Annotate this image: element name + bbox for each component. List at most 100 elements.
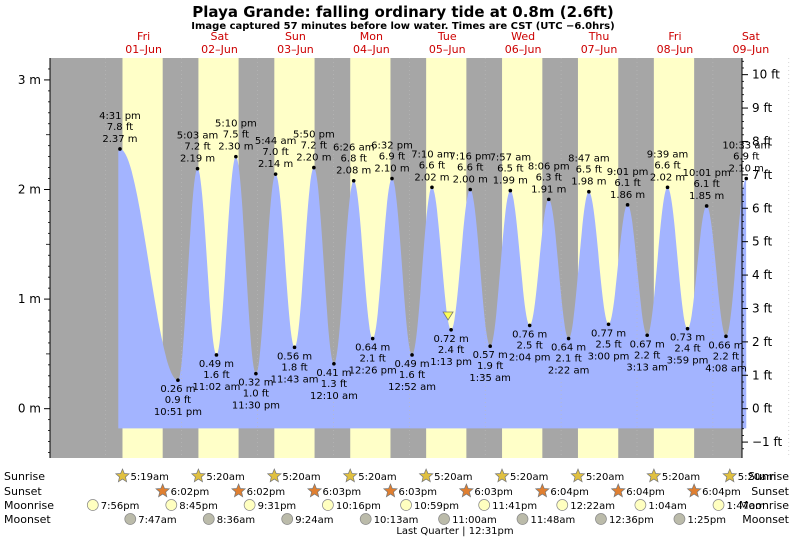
moonset-disc-icon: [673, 513, 686, 525]
low-tide-time: 3:13 am: [626, 362, 668, 373]
feet-tick-label: 4 ft: [752, 268, 772, 282]
feet-tick-label: 0 ft: [752, 402, 772, 416]
low-tide-time: 12:10 am: [310, 391, 358, 402]
low-tide-point: [645, 333, 649, 338]
moonrise-disc-icon: [634, 499, 647, 511]
sunrise-time: 5:20am: [434, 472, 472, 483]
low-tide-time: 12:26 pm: [349, 366, 397, 377]
feet-tick-label: 1 ft: [752, 368, 772, 382]
sunset-time: 6:04pm: [550, 487, 589, 498]
moon-phase-label: Last Quarter | 12:31pm: [396, 526, 513, 537]
sunrise-row-label-left: Sunrise: [4, 470, 45, 483]
sunset-row-label-right: Sunset: [751, 485, 789, 498]
high-tide-feet: 6.1 ft: [614, 178, 640, 189]
high-tide-feet: 6.1 ft: [693, 179, 719, 190]
high-tide-feet: 6.5 ft: [576, 165, 602, 176]
meter-tick-label: 2 m: [18, 183, 41, 197]
moonset-disc-icon: [124, 513, 137, 525]
moonrise-row-label-right: Moonrise: [739, 499, 789, 512]
low-tide-meters: 0.64 m: [355, 343, 390, 354]
high-tide-meters: 1.91 m: [531, 184, 566, 195]
low-tide-time: 2:04 pm: [509, 352, 551, 363]
low-tide-feet: 1.0 ft: [243, 389, 269, 400]
feet-tick-label: 6 ft: [752, 201, 772, 215]
day-name: Tue: [437, 30, 457, 43]
high-tide-time: 5:50 pm: [293, 130, 335, 141]
day-name: Thu: [588, 30, 610, 43]
moonrise-time: 8:45pm: [179, 501, 218, 512]
high-tide-point: [234, 154, 238, 159]
low-tide-point: [606, 322, 611, 327]
high-tide-time: 10:33 am: [722, 141, 770, 152]
low-tide-time: 12:52 am: [388, 382, 436, 393]
low-tide-feet: 1.6 ft: [203, 370, 229, 381]
chart-title: Playa Grande: falling ordinary tide at 0…: [192, 3, 613, 21]
high-tide-meters: 2.10 m: [374, 164, 409, 175]
moonrise-time: 1:04am: [648, 501, 686, 512]
sunrise-star-icon: [418, 468, 434, 483]
high-tide-point: [430, 185, 434, 190]
low-tide-meters: 0.32 m: [238, 378, 273, 389]
day-date: 09–Jun: [733, 43, 770, 56]
low-tide-meters: 0.72 m: [434, 334, 469, 345]
low-tide-meters: 0.49 m: [199, 359, 234, 370]
low-tide-feet: 1.3 ft: [321, 379, 347, 390]
high-tide-feet: 6.9 ft: [379, 152, 405, 163]
high-tide-meters: 1.99 m: [493, 176, 528, 187]
high-tide-meters: 1.86 m: [610, 190, 645, 201]
low-tide-feet: 2.4 ft: [674, 344, 700, 355]
feet-tick-label: 3 ft: [752, 301, 772, 315]
sunrise-time: 5:20am: [586, 472, 624, 483]
sunset-time: 6:04pm: [702, 487, 741, 498]
low-tide-point: [370, 336, 375, 341]
sunrise-row-label-right: Sunrise: [748, 470, 789, 483]
sunrise-time: 5:20am: [510, 472, 548, 483]
low-tide-time: 10:51 pm: [154, 407, 202, 418]
low-tide-feet: 2.5 ft: [595, 339, 621, 350]
low-tide-meters: 0.66 m: [708, 340, 743, 351]
high-tide-point: [546, 197, 551, 202]
low-tide-point: [214, 353, 219, 357]
high-tide-time: 5:10 pm: [215, 119, 257, 130]
tide-area: [118, 149, 747, 429]
sunset-star-icon: [382, 483, 398, 498]
feet-tick-label: 10 ft: [752, 68, 780, 82]
sunrise-star-icon: [190, 468, 206, 483]
high-tide-meters: 2.30 m: [218, 142, 253, 153]
day-name: Sat: [742, 30, 761, 43]
sunrise-time: 5:19am: [130, 472, 168, 483]
high-tide-point: [625, 203, 630, 207]
low-tide-meters: 0.26 m: [160, 384, 195, 395]
sunrise-star-icon: [114, 468, 130, 483]
low-tide-point: [292, 345, 297, 350]
high-tide-meters: 2.08 m: [336, 166, 371, 177]
low-tide-point: [254, 371, 258, 376]
low-tide-point: [527, 323, 532, 328]
low-tide-feet: 1.6 ft: [399, 370, 425, 381]
low-tide-time: 11:02 am: [193, 382, 241, 393]
low-tide-meters: 0.67 m: [630, 339, 665, 350]
sunset-star-icon: [610, 483, 626, 498]
sunset-time: 6:04pm: [626, 487, 665, 498]
moonset-disc-icon: [202, 513, 215, 525]
moonrise-disc-icon: [556, 499, 569, 511]
sunrise-time: 5:20am: [662, 472, 700, 483]
moonrise-disc-icon: [165, 499, 178, 511]
high-tide-meters: 2.02 m: [414, 172, 449, 183]
moonrise-time: 9:31pm: [258, 501, 297, 512]
feet-tick-label: 7 ft: [752, 168, 772, 182]
low-tide-meters: 0.77 m: [591, 328, 626, 339]
feet-tick-label: −1 ft: [752, 435, 783, 449]
high-tide-point: [390, 176, 394, 181]
low-tide-point: [488, 344, 492, 349]
day-name: Mon: [360, 30, 383, 43]
moonrise-disc-icon: [712, 499, 725, 511]
moonrise-time: 7:56pm: [101, 501, 140, 512]
high-tide-feet: 6.3 ft: [536, 172, 562, 183]
feet-tick-label: 5 ft: [752, 235, 772, 249]
sunrise-star-icon: [722, 468, 738, 483]
high-tide-point: [704, 204, 709, 208]
high-tide-time: 9:39 am: [647, 149, 689, 160]
sunset-row-label-left: Sunset: [4, 485, 42, 498]
